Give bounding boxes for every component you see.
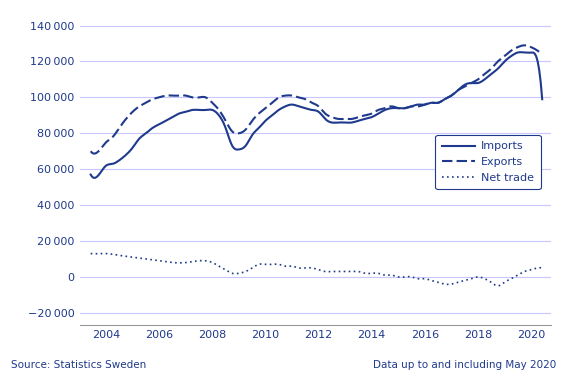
Imports bbox=[356, 118, 363, 123]
Exports bbox=[521, 43, 528, 47]
Text: Source: Statistics Sweden: Source: Statistics Sweden bbox=[11, 360, 147, 370]
Net trade bbox=[495, 283, 502, 288]
Net trade bbox=[469, 276, 476, 280]
Net trade bbox=[89, 251, 95, 256]
Line: Imports: Imports bbox=[91, 52, 542, 178]
Imports bbox=[89, 175, 95, 179]
Imports bbox=[469, 81, 476, 85]
Exports bbox=[539, 52, 546, 56]
Exports bbox=[365, 112, 372, 117]
Net trade bbox=[365, 271, 372, 276]
Net trade bbox=[356, 270, 363, 274]
Net trade bbox=[87, 251, 94, 256]
Exports bbox=[498, 56, 505, 61]
Net trade bbox=[499, 281, 506, 286]
Imports bbox=[365, 116, 372, 120]
Line: Net trade: Net trade bbox=[91, 254, 542, 286]
Legend: Imports, Exports, Net trade: Imports, Exports, Net trade bbox=[436, 135, 541, 189]
Imports bbox=[517, 50, 524, 55]
Imports bbox=[87, 172, 94, 177]
Exports bbox=[358, 114, 365, 119]
Exports bbox=[356, 114, 363, 119]
Net trade bbox=[101, 251, 108, 256]
Imports bbox=[358, 118, 365, 122]
Imports bbox=[498, 62, 505, 67]
Exports bbox=[89, 151, 95, 155]
Net trade bbox=[539, 266, 546, 270]
Exports bbox=[469, 80, 476, 85]
Exports bbox=[90, 151, 97, 156]
Line: Exports: Exports bbox=[91, 45, 542, 154]
Imports bbox=[90, 175, 97, 180]
Exports bbox=[87, 149, 94, 153]
Text: Data up to and including May 2020: Data up to and including May 2020 bbox=[373, 360, 557, 370]
Net trade bbox=[358, 270, 365, 275]
Imports bbox=[539, 97, 546, 101]
